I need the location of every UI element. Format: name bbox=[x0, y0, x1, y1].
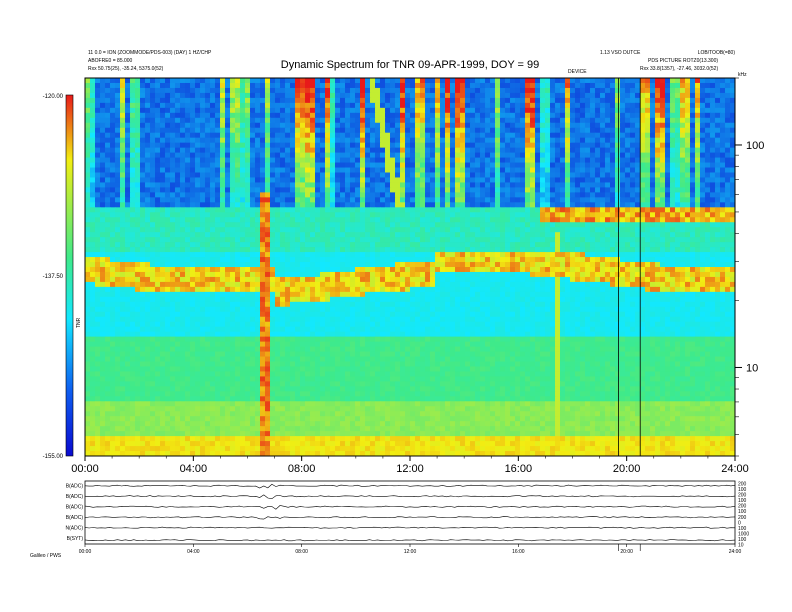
lower-panel-frame bbox=[84, 480, 736, 545]
footer-left: Galileo / PWS bbox=[30, 553, 62, 559]
lower-x-tick-label: 08:00 bbox=[295, 549, 308, 555]
x-tick-label: 00:00 bbox=[71, 463, 99, 475]
colorbar-label: TNR bbox=[76, 317, 82, 328]
lower-right-tick-label: 100 bbox=[738, 537, 747, 543]
lower-row-label: B(ADC) bbox=[66, 494, 84, 500]
lower-trace bbox=[84, 516, 736, 520]
lower-right-tick-label: 200 bbox=[738, 515, 747, 521]
y-tick-label: 10 bbox=[746, 362, 758, 374]
lower-row-label: N(ADC) bbox=[66, 526, 84, 532]
lower-right-tick-label: 100 bbox=[738, 487, 747, 493]
lower-row-label: B(ADC) bbox=[66, 484, 84, 490]
left-info-line-1: 11 0.0 = ION (ZOOMMODE/PDS-003) (DAY) 1 … bbox=[88, 50, 212, 56]
lower-trace bbox=[84, 483, 736, 489]
x-tick-label: 24:00 bbox=[721, 463, 749, 475]
lower-right-tick-label: 1000 bbox=[738, 531, 749, 537]
lower-ephemeris-panel: B(ADC)B(ADC)B(ADC)B(ADC)N(ADC)B(SYT)2001… bbox=[66, 480, 749, 555]
lower-row-label: B(ADC) bbox=[66, 505, 84, 511]
lower-x-tick-label: 12:00 bbox=[404, 549, 417, 555]
lower-right-tick-label: 200 bbox=[738, 504, 747, 510]
lower-trace bbox=[84, 539, 736, 542]
lower-right-tick-label: 200 bbox=[738, 482, 747, 488]
right-info-line-3: PDS PICTURE ROTZ0(13.300) bbox=[648, 58, 718, 64]
right-info-line-1: 1.13 VSO DUTCE bbox=[600, 50, 641, 56]
lower-right-tick-label: 100 bbox=[738, 498, 747, 504]
lower-trace bbox=[84, 526, 736, 529]
right-info-line-2: LOB/TOOB(=80) bbox=[698, 50, 736, 56]
unit-label: kHz bbox=[738, 72, 747, 78]
chart-title: Dynamic Spectrum for TNR 09-APR-1999, DO… bbox=[281, 59, 540, 71]
lower-x-tick-label: 20:00 bbox=[620, 549, 633, 555]
x-tick-label: 20:00 bbox=[613, 463, 641, 475]
lower-trace bbox=[84, 505, 736, 510]
x-tick-label: 16:00 bbox=[505, 463, 533, 475]
colorbar-tick-bottom: -155.00 bbox=[43, 454, 64, 460]
left-info-line-2: ABOFRE0 = 85.000 bbox=[88, 58, 133, 64]
lower-x-tick-label: 04:00 bbox=[187, 549, 200, 555]
lower-x-tick-label: 16:00 bbox=[512, 549, 525, 555]
x-tick-label: 08:00 bbox=[288, 463, 316, 475]
y-axis: 100 10 bbox=[735, 77, 764, 457]
right-info-line-4: Rxx 33.8(1357), -27.46, 3032.0(52) bbox=[640, 66, 718, 72]
lower-row-label: B(SYT) bbox=[67, 536, 84, 542]
device-label: DEVICE bbox=[568, 69, 587, 75]
x-tick-label: 12:00 bbox=[396, 463, 424, 475]
lower-right-tick-label: 0 bbox=[738, 520, 741, 526]
lower-right-tick-label: 10 bbox=[738, 543, 744, 549]
colorbar-tick-top: -120.00 bbox=[43, 94, 64, 100]
colorbar-tick-mid: -137.50 bbox=[43, 274, 64, 280]
lower-right-tick-label: 100 bbox=[738, 526, 747, 532]
y-tick-label: 100 bbox=[746, 140, 764, 152]
lower-x-tick-label: 00:00 bbox=[79, 549, 92, 555]
left-info-line-3: Rxx 50.75(25), -35.24, 5375.0(52) bbox=[88, 66, 164, 72]
x-axis: 00:00 04:00 08:00 12:00 16:00 20:00 24:00 bbox=[71, 456, 749, 475]
x-tick-label: 04:00 bbox=[180, 463, 208, 475]
lower-right-tick-label: 200 bbox=[738, 493, 747, 499]
lower-x-tick-label: 24:00 bbox=[729, 549, 742, 555]
lower-trace bbox=[84, 494, 736, 500]
spectrogram bbox=[85, 78, 735, 456]
colorbar bbox=[65, 94, 74, 457]
lower-row-label: B(ADC) bbox=[66, 515, 84, 521]
lower-right-tick-label: 100 bbox=[738, 509, 747, 515]
